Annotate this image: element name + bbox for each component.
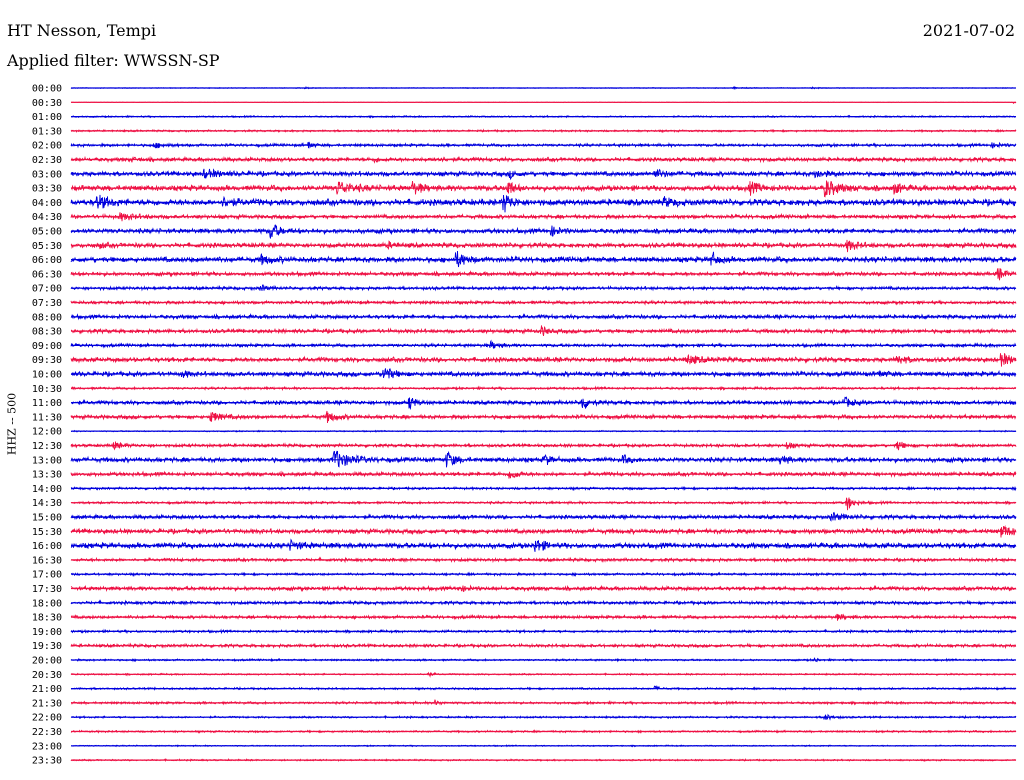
seismic-trace-row bbox=[70, 250, 1017, 268]
row-time-label: 15:00 bbox=[32, 513, 62, 524]
row-time-label: 18:30 bbox=[32, 613, 62, 624]
row-time-label: 18:00 bbox=[32, 598, 62, 609]
seismic-trace-row bbox=[70, 470, 1017, 479]
row-time-label: 16:30 bbox=[32, 555, 62, 566]
seismic-trace-row bbox=[70, 450, 1017, 468]
row-time-label: 19:00 bbox=[32, 627, 62, 638]
row-time-label: 10:00 bbox=[32, 370, 62, 381]
row-time-label: 17:00 bbox=[32, 570, 62, 581]
row-time-label: 05:30 bbox=[32, 241, 62, 252]
station-title: HT Nesson, Tempi bbox=[7, 21, 157, 40]
seismic-trace-row bbox=[70, 194, 1017, 213]
row-time-label: 22:00 bbox=[32, 713, 62, 724]
row-time-label: 13:30 bbox=[32, 470, 62, 481]
row-time-label: 15:30 bbox=[32, 527, 62, 538]
seismic-trace-row bbox=[70, 339, 1017, 349]
row-time-label: 04:00 bbox=[32, 198, 62, 209]
row-time-label: 06:00 bbox=[32, 255, 62, 266]
seismic-trace-row bbox=[70, 168, 1017, 181]
row-time-label: 00:30 bbox=[32, 98, 62, 109]
row-time-label: 08:30 bbox=[32, 327, 62, 338]
row-time-label: 12:30 bbox=[32, 441, 62, 452]
row-time-label: 16:00 bbox=[32, 541, 62, 552]
row-time-label: 02:00 bbox=[32, 141, 62, 152]
row-time-label: 19:30 bbox=[32, 641, 62, 652]
row-time-label: 07:00 bbox=[32, 284, 62, 295]
seismic-trace-row bbox=[70, 155, 1017, 164]
row-time-label: 23:30 bbox=[32, 756, 62, 767]
row-time-label: 06:30 bbox=[32, 269, 62, 280]
row-time-label: 13:00 bbox=[32, 455, 62, 466]
row-time-label: 03:30 bbox=[32, 184, 62, 195]
row-time-label: 03:00 bbox=[32, 169, 62, 180]
row-time-label: 11:30 bbox=[32, 412, 62, 423]
seismic-trace-row bbox=[70, 368, 1017, 379]
row-time-label: 20:30 bbox=[32, 670, 62, 681]
filter-label: Applied filter: WWSSN-SP bbox=[7, 51, 220, 70]
seismic-trace-row bbox=[70, 698, 1017, 706]
row-time-label: 09:00 bbox=[32, 341, 62, 352]
seismic-trace-row bbox=[70, 224, 1017, 239]
row-time-label: 04:30 bbox=[32, 212, 62, 223]
row-time-label: 01:00 bbox=[32, 112, 62, 123]
row-time-label: 23:00 bbox=[32, 741, 62, 752]
row-time-label: 20:00 bbox=[32, 656, 62, 667]
row-time-label: 09:30 bbox=[32, 355, 62, 366]
row-time-label: 02:30 bbox=[32, 155, 62, 166]
seismic-trace-row bbox=[70, 239, 1017, 253]
row-time-label: 17:30 bbox=[32, 584, 62, 595]
row-time-label: 01:30 bbox=[32, 126, 62, 137]
row-time-label: 11:00 bbox=[32, 398, 62, 409]
seismic-trace-row bbox=[70, 538, 1017, 552]
row-time-label: 05:00 bbox=[32, 227, 62, 238]
row-time-label: 21:30 bbox=[32, 698, 62, 709]
seismic-trace-row bbox=[70, 497, 1017, 511]
row-time-label: 21:00 bbox=[32, 684, 62, 695]
seismic-trace-row bbox=[70, 441, 1017, 451]
row-time-label: 00:00 bbox=[32, 84, 62, 95]
row-time-label: 10:30 bbox=[32, 384, 62, 395]
row-time-label: 08:00 bbox=[32, 312, 62, 323]
row-time-label: 22:30 bbox=[32, 727, 62, 738]
row-time-label: 07:30 bbox=[32, 298, 62, 309]
row-time-label: 12:00 bbox=[32, 427, 62, 438]
row-time-label: 14:30 bbox=[32, 498, 62, 509]
row-time-label: 14:00 bbox=[32, 484, 62, 495]
date-label: 2021-07-02 bbox=[922, 21, 1015, 40]
